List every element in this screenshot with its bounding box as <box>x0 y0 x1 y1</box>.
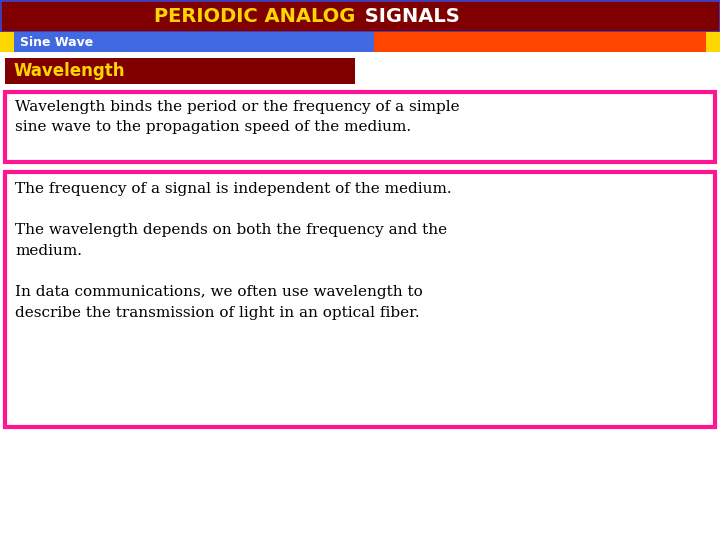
Text: Wavelength binds the period or the frequency of a simple
sine wave to the propag: Wavelength binds the period or the frequ… <box>15 100 459 133</box>
Text: Sine Wave: Sine Wave <box>20 36 94 49</box>
Text: Wavelength: Wavelength <box>14 62 125 80</box>
Bar <box>5 58 355 84</box>
Bar <box>14 32 374 52</box>
Bar <box>0 0 720 32</box>
Text: The frequency of a signal is independent of the medium.

The wavelength depends : The frequency of a signal is independent… <box>15 182 451 320</box>
Text: SIGNALS: SIGNALS <box>358 6 460 25</box>
Bar <box>5 172 715 427</box>
Bar <box>706 32 720 52</box>
Bar <box>374 32 706 52</box>
Bar <box>0 32 14 52</box>
Text: PERIODIC ANALOG: PERIODIC ANALOG <box>153 6 355 25</box>
Bar <box>5 92 715 162</box>
